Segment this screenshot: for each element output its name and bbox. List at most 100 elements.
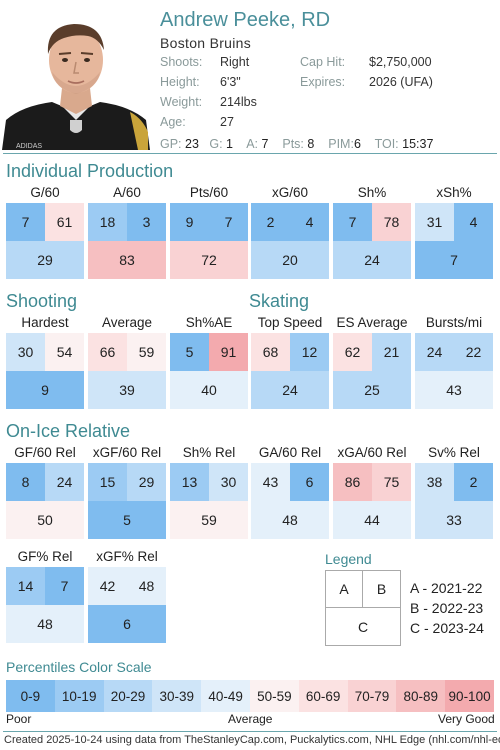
metric-label: A/60 bbox=[113, 185, 141, 200]
metric-label: Sh% bbox=[357, 185, 387, 200]
toi-value: 15:37 bbox=[402, 137, 434, 151]
svg-text:ADIDAS: ADIDAS bbox=[16, 143, 42, 150]
metric-label: Sv% Rel bbox=[428, 445, 480, 460]
metric-grid: 24 22 43 bbox=[415, 333, 493, 409]
metric-grid: 7 61 29 bbox=[6, 203, 84, 279]
metric-cell-b: 3 bbox=[127, 203, 166, 241]
metric-cell-a: 86 bbox=[333, 463, 372, 501]
metric-label: Sh% Rel bbox=[182, 445, 236, 460]
metric-label: Bursts/mi bbox=[425, 315, 483, 330]
metric-grid: 15 29 5 bbox=[88, 463, 166, 539]
gp-value: 23 bbox=[185, 137, 199, 151]
metric-xg-60: xG/60 2 4 20 bbox=[251, 184, 329, 279]
metric-cell-a: 66 bbox=[88, 333, 127, 371]
metric-cell-a: 8 bbox=[6, 463, 45, 501]
metric-cell-b: 4 bbox=[454, 203, 493, 241]
metric-grid: 13 30 59 bbox=[170, 463, 248, 539]
legend-key-a: A - 2021-22 bbox=[410, 580, 483, 596]
metric-cell-c: 9 bbox=[6, 371, 84, 409]
metric-xshpct: xSh% 31 4 7 bbox=[415, 184, 493, 279]
metric-cell-c: 43 bbox=[415, 371, 493, 409]
scale-swatch: 10-19 bbox=[54, 680, 104, 712]
scale-swatch: 80-89 bbox=[396, 680, 446, 712]
metric-cell-c: 48 bbox=[6, 605, 84, 643]
metric-cell-a: 14 bbox=[6, 567, 45, 605]
pim-value: 6 bbox=[353, 137, 361, 151]
metric-grid: 7 78 24 bbox=[333, 203, 411, 279]
metric-label: Hardest bbox=[21, 315, 69, 330]
metric-ga-60-rel: GA/60 Rel 43 6 48 bbox=[251, 444, 329, 539]
metric-cell-b: 61 bbox=[45, 203, 84, 241]
legend-box: A B C bbox=[325, 570, 401, 646]
metric-cell-a: 9 bbox=[170, 203, 209, 241]
pts-value: 8 bbox=[307, 137, 315, 151]
scale-swatch: 0-9 bbox=[6, 680, 55, 712]
metric-cell-b: 24 bbox=[45, 463, 84, 501]
metric-cell-a: 7 bbox=[333, 203, 372, 241]
footer-credits: Created 2025-10-24 using data from TheSt… bbox=[4, 734, 500, 746]
scale-swatch: 20-29 bbox=[103, 680, 153, 712]
legend-cell-a: A bbox=[326, 571, 363, 608]
metric-xga-60-rel: xGA/60 Rel 86 75 44 bbox=[333, 444, 411, 539]
metric-cell-b: 59 bbox=[127, 333, 166, 371]
metric-cell-b: 7 bbox=[45, 567, 84, 605]
metric-es-average: ES Average 62 21 25 bbox=[333, 314, 411, 409]
metric-cell-b: 4 bbox=[290, 203, 329, 241]
legend-key-b: B - 2022-23 bbox=[410, 600, 484, 616]
metric-bursts-mi: Bursts/mi 24 22 43 bbox=[415, 314, 493, 409]
weight-value: 214lbs bbox=[220, 95, 257, 109]
shoots-value: Right bbox=[220, 55, 250, 69]
metric-grid: 31 4 7 bbox=[415, 203, 493, 279]
height-label: Height: bbox=[160, 75, 200, 89]
metric-cell-a: 43 bbox=[251, 463, 290, 501]
metric-grid: 43 6 48 bbox=[251, 463, 329, 539]
metric-cell-a: 42 bbox=[88, 567, 127, 605]
metric-cell-a: 62 bbox=[333, 333, 372, 371]
caphit-label: Cap Hit: bbox=[300, 55, 346, 69]
metric-shpct: Sh% 7 78 24 bbox=[333, 184, 411, 279]
legend-cell-b: B bbox=[363, 571, 400, 608]
metric-pts-60: Pts/60 9 7 72 bbox=[170, 184, 248, 279]
metric-cell-c: 72 bbox=[170, 241, 248, 279]
metric-cell-b: 78 bbox=[372, 203, 411, 241]
scale-label-average: Average bbox=[228, 712, 273, 726]
scale-swatch: 50-59 bbox=[249, 680, 299, 712]
metric-grid: 14 7 48 bbox=[6, 567, 84, 643]
metric-cell-a: 13 bbox=[170, 463, 209, 501]
metric-cell-a: 18 bbox=[88, 203, 127, 241]
metric-a-60: A/60 18 3 83 bbox=[88, 184, 166, 279]
scale-swatch: 60-69 bbox=[298, 680, 348, 712]
section-title-onice: On-Ice Relative bbox=[6, 421, 131, 441]
metric-label: xGA/60 Rel bbox=[337, 445, 407, 460]
scale-label-very-good: Very Good bbox=[438, 712, 495, 726]
scale-swatch: 30-39 bbox=[152, 680, 202, 712]
header-divider bbox=[3, 153, 497, 154]
metric-cell-c: 83 bbox=[88, 241, 166, 279]
metric-cell-b: 22 bbox=[454, 333, 493, 371]
metric-label: Pts/60 bbox=[189, 185, 229, 200]
metric-cell-c: 6 bbox=[88, 605, 166, 643]
metric-cell-a: 7 bbox=[6, 203, 45, 241]
metric-grid: 68 12 24 bbox=[251, 333, 329, 409]
legend-cell-c: C bbox=[357, 618, 369, 635]
legend-key-c: C - 2023-24 bbox=[410, 620, 484, 636]
metric-cell-b: 91 bbox=[209, 333, 248, 371]
height-value: 6'3" bbox=[220, 75, 241, 89]
metric-cell-a: 15 bbox=[88, 463, 127, 501]
g-value: 1 bbox=[226, 137, 233, 151]
metric-g-60: G/60 7 61 29 bbox=[6, 184, 84, 279]
metric-label: xGF/60 Rel bbox=[92, 445, 162, 460]
metric-grid: 38 2 33 bbox=[415, 463, 493, 539]
metric-cell-c: 44 bbox=[333, 501, 411, 539]
metric-cell-c: 5 bbox=[88, 501, 166, 539]
metric-cell-c: 40 bbox=[170, 371, 248, 409]
metric-label: Average bbox=[101, 315, 153, 330]
section-title-skating: Skating bbox=[249, 291, 310, 311]
metric-label: GF/60 Rel bbox=[14, 445, 76, 460]
expires-value: 2026 (UFA) bbox=[369, 75, 433, 89]
metric-cell-b: 48 bbox=[127, 567, 166, 605]
metric-cell-c: 29 bbox=[6, 241, 84, 279]
metric-cell-b: 2 bbox=[454, 463, 493, 501]
metric-cell-c: 33 bbox=[415, 501, 493, 539]
metric-cell-b: 30 bbox=[209, 463, 248, 501]
